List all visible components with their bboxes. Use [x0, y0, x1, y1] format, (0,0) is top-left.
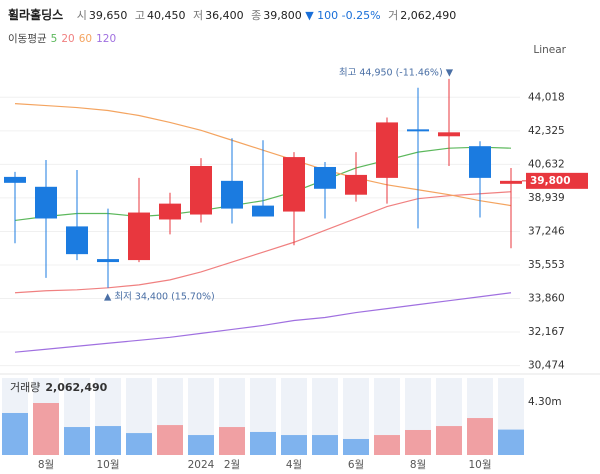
legend-entry: 60 [78, 33, 93, 45]
ma-legend: 이동평균 5 20 60 120 [8, 31, 116, 46]
volume-bar [312, 435, 338, 455]
candle-body [314, 166, 336, 189]
volume-bar [33, 403, 59, 455]
ma-line [14, 191, 512, 294]
legend-entry: 20 [61, 33, 75, 45]
candle-body [35, 186, 57, 219]
volume-bar [64, 427, 90, 455]
ma-title: 이동평균 [8, 33, 47, 45]
volume-title-value: 2,062,490 [45, 381, 107, 394]
close-value: 39,800 [263, 9, 302, 22]
y-tick-label: 37,246 [528, 225, 565, 237]
candle-body [407, 129, 429, 132]
candle-body [159, 203, 181, 220]
candle-body [345, 174, 367, 195]
legend-entry: 5 [50, 33, 58, 45]
volume-bar [95, 426, 121, 455]
open-label: 시 [76, 9, 87, 22]
y-tick-label: 40,632 [528, 158, 565, 170]
change: ▼ 100 [305, 9, 339, 22]
candle-body [376, 122, 398, 178]
volume-bar [250, 431, 276, 455]
x-tick-label: 6월 [348, 459, 364, 471]
ma-line [14, 292, 512, 353]
candle-body [4, 176, 26, 183]
candle-body [128, 212, 150, 261]
volume-bar [343, 438, 369, 455]
volume-bar [157, 425, 183, 455]
legend-entry: 120 [96, 33, 117, 45]
volume-bar [219, 427, 245, 455]
candle-body [221, 180, 243, 209]
volume-bar [498, 429, 524, 455]
candle-body [252, 205, 274, 217]
volume-tick-label: 4.30m [528, 396, 562, 408]
candle-body [283, 157, 305, 212]
last-price-label: 39,800 [530, 175, 571, 187]
x-tick-label: 10월 [468, 459, 491, 471]
y-tick-label: 32,167 [528, 326, 565, 338]
volume-value: 2,062,490 [400, 9, 457, 22]
x-tick-label: 4월 [286, 459, 302, 471]
candle-body [66, 226, 88, 255]
volume-bar [436, 426, 462, 455]
y-tick-label: 35,553 [528, 259, 565, 271]
volume-bar [2, 412, 28, 455]
y-tick-label: 30,474 [528, 360, 565, 372]
candle-body [500, 180, 522, 184]
x-tick-label: 8월 [410, 459, 426, 471]
candle-body [190, 165, 212, 215]
header: 휠라홀딩스 시 39,650 고 40,450 저 36,400 종 39,800 ▼ … [8, 6, 456, 23]
y-tick-label: 33,860 [528, 293, 565, 305]
x-tick-label: 10월 [96, 459, 119, 471]
scale-label: Linear [533, 44, 566, 56]
high-value: 40,450 [146, 9, 186, 22]
change-pct: -0.25% [341, 9, 381, 22]
low-annotation: ▲ 최저 34,400 (15.70%) [104, 291, 215, 302]
volume-title: 거래량 2,062,490 [10, 381, 108, 394]
high-annotation: 최고 44,950 (-11.46%) ▼ [339, 67, 454, 78]
volume-bar [281, 435, 307, 455]
stock-name: 휠라홀딩스 [8, 8, 64, 22]
volume-label: 거 [388, 9, 399, 22]
low-label: 저 [192, 9, 204, 22]
candle-body [97, 259, 119, 263]
x-tick-label: 2월 [224, 459, 240, 471]
last-price-box [526, 172, 588, 189]
volume-bar [188, 435, 214, 455]
volume-bar [126, 433, 152, 455]
candle-body [438, 132, 460, 137]
volume-title-text: 거래량 [10, 381, 40, 394]
low-value: 36,400 [205, 9, 244, 22]
x-tick-label: 2024 [188, 459, 215, 471]
y-tick-label: 38,939 [528, 192, 565, 204]
volume-bar [405, 429, 431, 455]
high-label: 고 [134, 9, 145, 22]
close-label: 종 [251, 9, 262, 22]
y-tick-label: 42,325 [528, 125, 565, 137]
x-tick-label: 8월 [38, 459, 54, 471]
y-tick-label: 44,018 [528, 91, 565, 103]
candle-body [469, 146, 491, 178]
volume-bar [467, 418, 493, 455]
volume-bar [374, 435, 400, 455]
open-value: 39,650 [88, 9, 128, 22]
